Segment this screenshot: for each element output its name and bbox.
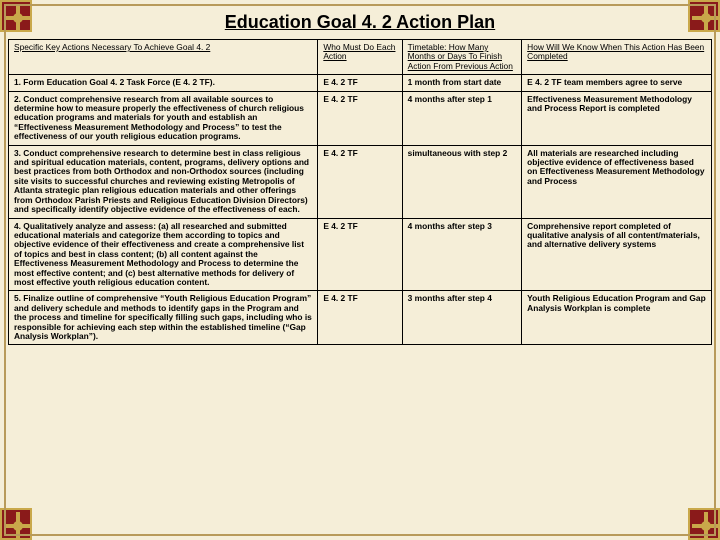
cell-action: 5. Finalize outline of comprehensive “Yo… bbox=[9, 291, 318, 345]
table-row: 4. Qualitatively analyze and assess: (a)… bbox=[9, 218, 712, 291]
cell-completed: Comprehensive report completed of qualit… bbox=[522, 218, 712, 291]
cell-who: E 4. 2 TF bbox=[318, 75, 402, 91]
cell-timetable: 4 months after step 3 bbox=[402, 218, 522, 291]
cell-action: 3. Conduct comprehensive research to det… bbox=[9, 145, 318, 218]
corner-ornament-br bbox=[688, 508, 720, 540]
table-row: 1. Form Education Goal 4. 2 Task Force (… bbox=[9, 75, 712, 91]
table-row: 3. Conduct comprehensive research to det… bbox=[9, 145, 712, 218]
header-who: Who Must Do Each Action bbox=[318, 40, 402, 75]
cell-completed: All materials are researched including o… bbox=[522, 145, 712, 218]
header-completed: How Will We Know When This Action Has Be… bbox=[522, 40, 712, 75]
page-title: Education Goal 4. 2 Action Plan bbox=[0, 0, 720, 39]
cell-timetable: 3 months after step 4 bbox=[402, 291, 522, 345]
table-container: Specific Key Actions Necessary To Achiev… bbox=[0, 39, 720, 353]
corner-ornament-tl bbox=[0, 0, 32, 32]
cell-who: E 4. 2 TF bbox=[318, 218, 402, 291]
cell-timetable: simultaneous with step 2 bbox=[402, 145, 522, 218]
corner-ornament-tr bbox=[688, 0, 720, 32]
cell-action: 4. Qualitatively analyze and assess: (a)… bbox=[9, 218, 318, 291]
cell-action: 1. Form Education Goal 4. 2 Task Force (… bbox=[9, 75, 318, 91]
cell-completed: Youth Religious Education Program and Ga… bbox=[522, 291, 712, 345]
header-timetable: Timetable: How Many Months or Days To Fi… bbox=[402, 40, 522, 75]
cell-completed: E 4. 2 TF team members agree to serve bbox=[522, 75, 712, 91]
cell-who: E 4. 2 TF bbox=[318, 145, 402, 218]
action-plan-table: Specific Key Actions Necessary To Achiev… bbox=[8, 39, 712, 345]
cell-timetable: 1 month from start date bbox=[402, 75, 522, 91]
table-header-row: Specific Key Actions Necessary To Achiev… bbox=[9, 40, 712, 75]
table-row: 5. Finalize outline of comprehensive “Yo… bbox=[9, 291, 712, 345]
cell-action: 2. Conduct comprehensive research from a… bbox=[9, 91, 318, 145]
cell-completed: Effectiveness Measurement Methodology an… bbox=[522, 91, 712, 145]
table-row: 2. Conduct comprehensive research from a… bbox=[9, 91, 712, 145]
cell-timetable: 4 months after step 1 bbox=[402, 91, 522, 145]
cell-who: E 4. 2 TF bbox=[318, 91, 402, 145]
header-actions: Specific Key Actions Necessary To Achiev… bbox=[9, 40, 318, 75]
corner-ornament-bl bbox=[0, 508, 32, 540]
cell-who: E 4. 2 TF bbox=[318, 291, 402, 345]
